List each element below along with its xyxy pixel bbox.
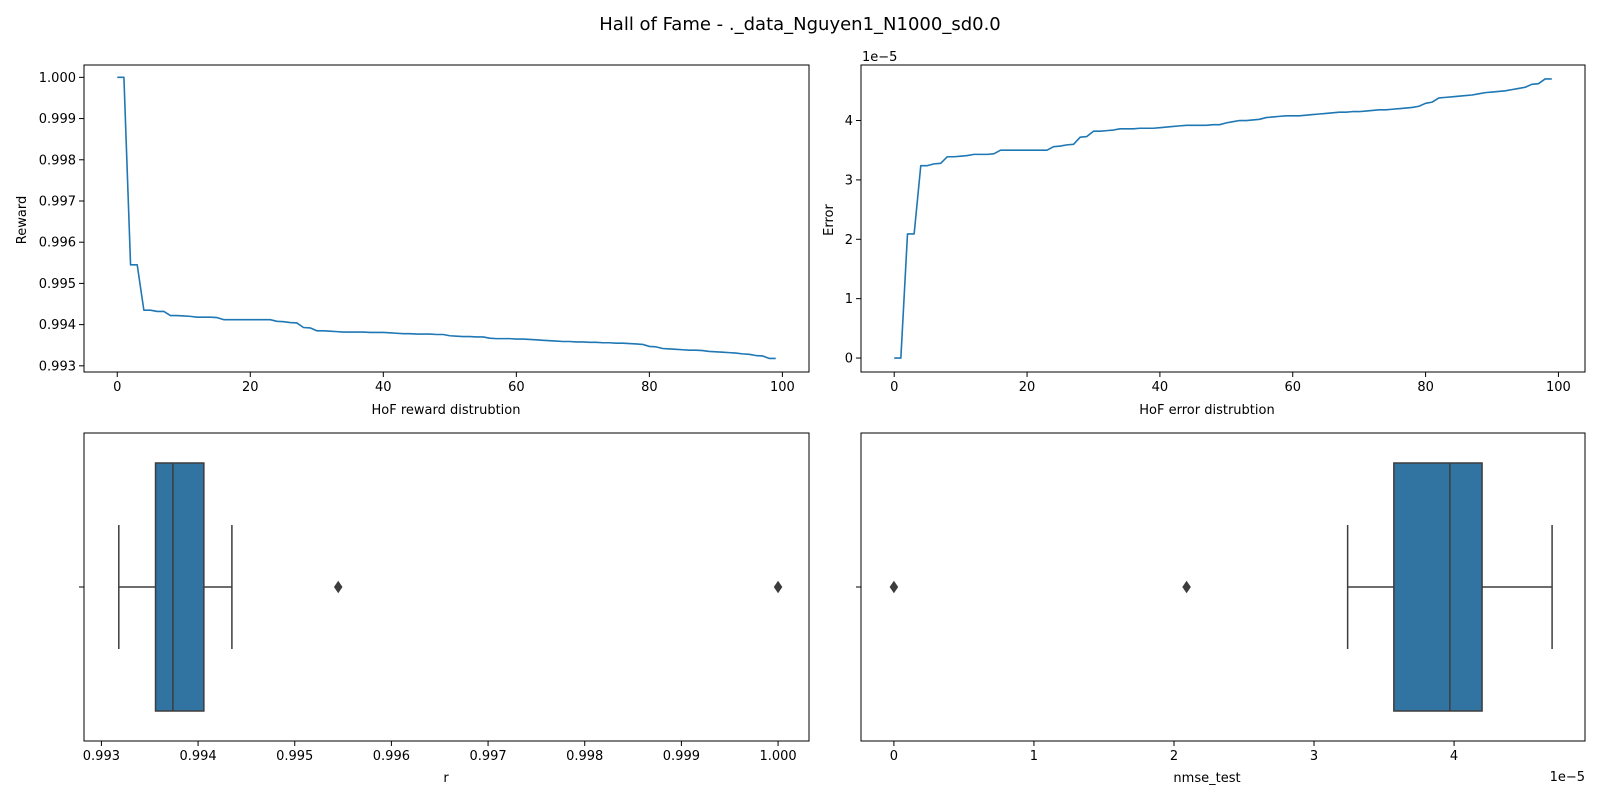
error-chart-ytick-label: 3: [845, 173, 853, 188]
reward-chart-ytick-label: 0.997: [39, 194, 76, 209]
reward-box-xtick-label: 0.996: [373, 749, 410, 764]
reward-chart-ytick-label: 0.993: [39, 359, 76, 374]
reward-box-xlabel: r: [443, 771, 449, 786]
reward-chart-ytick-label: 0.994: [39, 318, 76, 333]
error-box-offset-text: 1e−5: [1550, 770, 1585, 785]
reward-box-outlier: [333, 580, 343, 594]
reward-chart-ytick-label: 0.995: [39, 277, 76, 292]
error-box-xtick-label: 3: [1310, 749, 1318, 764]
error-chart-axes-frame: [860, 64, 1586, 373]
reward-chart-ytick-label: 1.000: [39, 71, 76, 86]
reward-chart-ytick-label: 0.996: [39, 236, 76, 251]
error-chart-ytick-label: 4: [845, 114, 853, 129]
error-box-plot: nmse_test 1e−5 0 1 2 3 4: [856, 432, 1586, 786]
error-line-chart: HoF error distrubtion Error 1e−5 0 20 40 60…: [822, 50, 1586, 418]
reward-chart-xtick-label: 100: [770, 380, 795, 395]
reward-chart-axes-frame: [83, 64, 810, 373]
reward-chart-series-line: [117, 76, 776, 360]
error-box-iqr-box: [1393, 462, 1483, 712]
error-box-xtick-label: 0: [890, 749, 898, 764]
reward-box-xtick-label: 0.994: [179, 749, 216, 764]
error-chart-ytick-label: 1: [845, 292, 853, 307]
error-chart-xtick-label: 80: [1417, 380, 1434, 395]
error-chart-xlabel: HoF error distrubtion: [1139, 403, 1274, 418]
error-chart-series-line: [894, 78, 1552, 359]
reward-line-chart: HoF reward distrubtion Reward 0 20 40 60 80 1…: [15, 64, 810, 418]
error-chart-ylabel: Error: [822, 204, 837, 236]
error-chart-xtick-label: 60: [1284, 380, 1301, 395]
error-chart-xtick-label: 20: [1019, 380, 1036, 395]
error-chart-xtick-label: 40: [1152, 380, 1169, 395]
error-chart-xtick-label: 0: [890, 380, 898, 395]
error-box-outlier: [1182, 580, 1191, 594]
reward-box-outlier: [773, 580, 783, 594]
reward-box-xtick-label: 0.997: [469, 749, 506, 764]
error-box-outlier: [889, 580, 899, 594]
reward-chart-ylabel: Reward: [15, 196, 30, 244]
figure-title: Hall of Fame - ._data_Nguyen1_N1000_sd0.…: [599, 14, 1001, 35]
reward-chart-xtick-label: 60: [508, 380, 525, 395]
error-box-xtick-label: 2: [1170, 749, 1178, 764]
reward-chart-xlabel: HoF reward distrubtion: [372, 403, 521, 418]
reward-chart-ytick-label: 0.999: [39, 112, 76, 127]
reward-box-xtick-label: 0.998: [566, 749, 603, 764]
reward-box-plot: r 0.993 0.994 0.995 0.996 0.997 0.998 0.999 1.0…: [79, 432, 810, 786]
reward-chart-xtick-label: 80: [641, 380, 658, 395]
error-chart-xtick-label: 100: [1546, 380, 1571, 395]
error-chart-ytick-label: 2: [845, 233, 853, 248]
reward-chart-xtick-label: 20: [242, 380, 259, 395]
reward-box-iqr-box: [154, 462, 205, 712]
reward-box-xtick-label: 0.999: [663, 749, 700, 764]
reward-chart-xtick-label: 40: [375, 380, 392, 395]
reward-box-xtick-label: 0.993: [83, 749, 120, 764]
error-box-xtick-label: 1: [1030, 749, 1038, 764]
reward-box-xtick-label: 0.995: [276, 749, 313, 764]
reward-chart-xtick-label: 0: [113, 380, 121, 395]
reward-chart-ytick-label: 0.998: [39, 153, 76, 168]
error-box-xtick-label: 4: [1450, 749, 1458, 764]
error-chart-ytick-label: 0: [845, 352, 853, 367]
error-chart-offset-text: 1e−5: [862, 50, 897, 65]
reward-box-xtick-label: 1.000: [759, 749, 796, 764]
error-box-xlabel: nmse_test: [1173, 771, 1240, 786]
